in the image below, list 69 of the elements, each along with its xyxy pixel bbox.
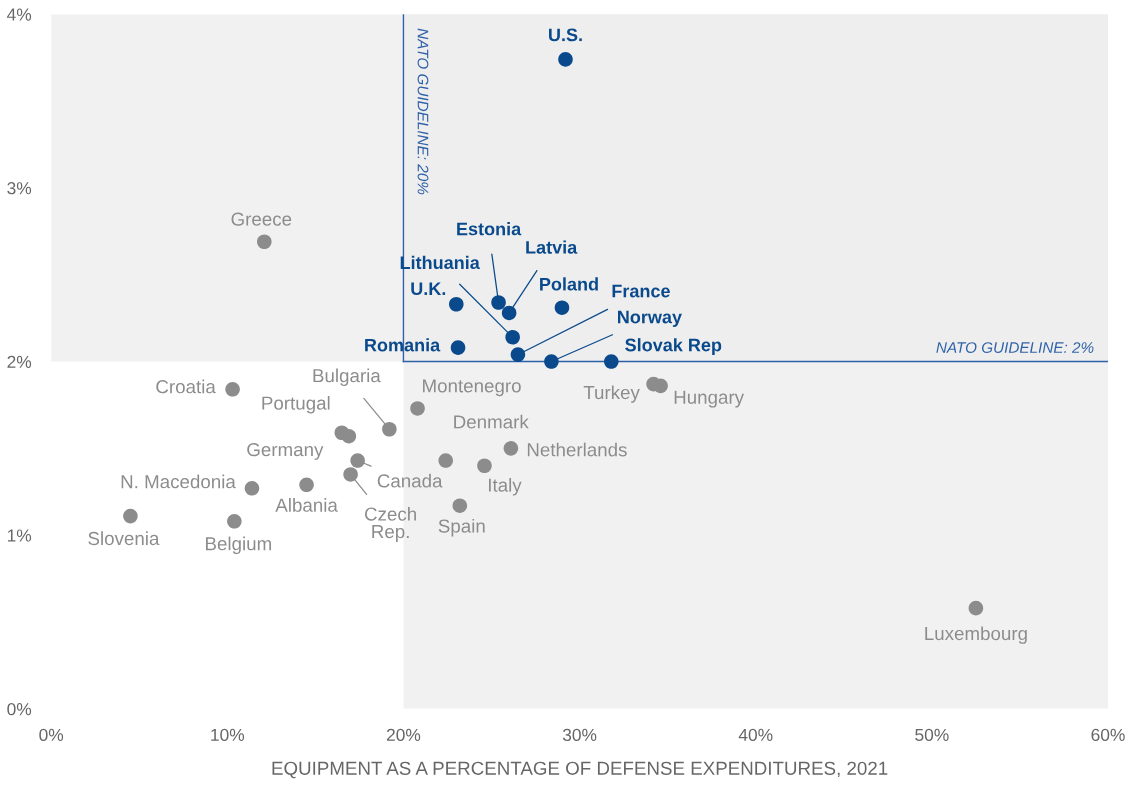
ref-line-label: NATO GUIDELINE: 2% <box>936 342 1094 353</box>
point <box>558 52 573 67</box>
x-tick-label: 0% <box>39 728 64 742</box>
point <box>491 295 506 310</box>
annotation: Slovenia <box>88 531 160 546</box>
x-tick-label: 60% <box>1091 728 1125 742</box>
point <box>341 428 357 444</box>
point <box>968 600 984 616</box>
x-tick-label: 30% <box>562 728 597 742</box>
point <box>227 514 242 529</box>
x-tick-label: 20% <box>386 728 421 742</box>
annotation: Turkey <box>583 385 640 403</box>
point <box>604 354 619 369</box>
point <box>244 481 260 496</box>
y-tick-label: 0% <box>7 703 32 716</box>
annotation: Netherlands <box>527 442 627 457</box>
point <box>450 340 466 355</box>
y-tick-label: 4% <box>7 8 32 21</box>
annotation: Greece <box>231 212 292 226</box>
y-tick-label: 2% <box>7 355 32 368</box>
annotation: Italy <box>489 478 522 496</box>
point <box>382 421 397 437</box>
point <box>438 453 453 468</box>
y-tick-label: 1% <box>7 529 32 542</box>
annotation: U.S. <box>549 28 582 42</box>
y-tick-label: 3% <box>7 182 32 195</box>
annotation: Denmark <box>454 414 529 429</box>
annotation: Czech Rep. <box>364 506 416 542</box>
annotation: Estonia <box>457 222 522 236</box>
annotation: Montenegro <box>423 379 521 397</box>
x-tick-label: 10% <box>211 728 245 742</box>
annotation: Latvia <box>526 240 578 254</box>
annotation: Slovak Rep <box>625 338 722 355</box>
point <box>477 458 492 474</box>
point <box>257 234 272 250</box>
annotation: Croatia <box>156 379 216 394</box>
point <box>653 378 668 394</box>
point <box>554 300 570 315</box>
point <box>544 354 559 369</box>
point <box>410 401 425 416</box>
annotation: Bulgaria <box>313 368 381 387</box>
annotation: Norway <box>618 310 682 327</box>
point <box>350 453 365 468</box>
point <box>503 441 519 456</box>
annotation: Poland <box>540 277 598 291</box>
x-tick-label: 50% <box>915 728 949 742</box>
point <box>510 347 526 362</box>
point <box>299 477 314 493</box>
ref-line-label: NATO GUIDELINE: 20% <box>417 28 429 195</box>
annotation: Belgium <box>206 536 271 555</box>
annotation: Albania <box>275 498 338 512</box>
annotation: Hungary <box>674 390 745 408</box>
annotation: Luxembourg <box>925 626 1027 644</box>
annotation: Canada <box>377 473 443 488</box>
point <box>123 508 138 524</box>
point <box>449 296 464 312</box>
point <box>505 329 520 345</box>
point <box>225 382 240 397</box>
annotation: U.K. <box>411 282 446 296</box>
x-axis-title: EQUIPMENT AS A PERCENTAGE OF DEFENSE EXPENDITURES, 2021 <box>272 761 888 779</box>
annotation: Spain <box>438 518 485 537</box>
point <box>501 305 517 321</box>
point <box>452 498 468 513</box>
annotation: Portugal <box>262 396 330 414</box>
annotation: France <box>612 284 670 298</box>
x-tick-label: 40% <box>738 728 773 742</box>
annotation: Germany <box>247 442 324 460</box>
annotation: N. Macedonia <box>121 474 236 489</box>
point <box>343 467 358 482</box>
